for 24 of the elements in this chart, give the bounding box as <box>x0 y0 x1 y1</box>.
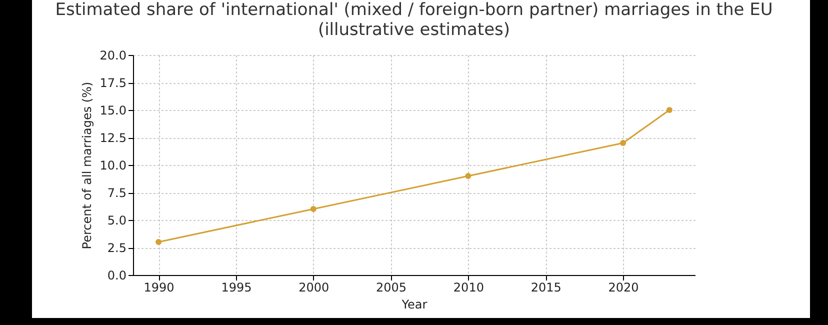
y-tick-label: 0.0 <box>107 268 126 282</box>
x-tick-label: 1995 <box>221 280 252 294</box>
point <box>620 140 626 146</box>
y-tick-label: 2.5 <box>107 241 126 255</box>
x-tick-label: 2020 <box>608 280 639 294</box>
x-tick-label: 2015 <box>530 280 562 294</box>
y-tick-label: 15.0 <box>100 104 126 118</box>
chart-title: Estimated share of 'international' (mixed / foreign-born partner) marriages in the EU (illustrative estimates) <box>55 0 773 40</box>
y-tick-label: 7.5 <box>107 186 126 200</box>
y-axis-title: Percent of all marriages (%) <box>80 82 94 250</box>
point <box>156 239 162 245</box>
y-tick-label: 10.0 <box>100 158 126 172</box>
x-tick-label: 1990 <box>144 280 174 294</box>
x-tick-label: 2000 <box>298 280 330 294</box>
x-axis-title: Year <box>400 298 428 312</box>
y-tick-label: 17.5 <box>100 76 126 90</box>
y-tick-label: 20.0 <box>100 48 126 62</box>
x-tick-label: 2010 <box>453 280 484 294</box>
y-tick-label: 12.5 <box>100 131 126 145</box>
y-tick-label: 5.0 <box>107 214 126 228</box>
point <box>666 107 672 113</box>
point <box>310 206 316 212</box>
point <box>465 173 472 179</box>
x-tick-label: 2005 <box>376 280 407 294</box>
